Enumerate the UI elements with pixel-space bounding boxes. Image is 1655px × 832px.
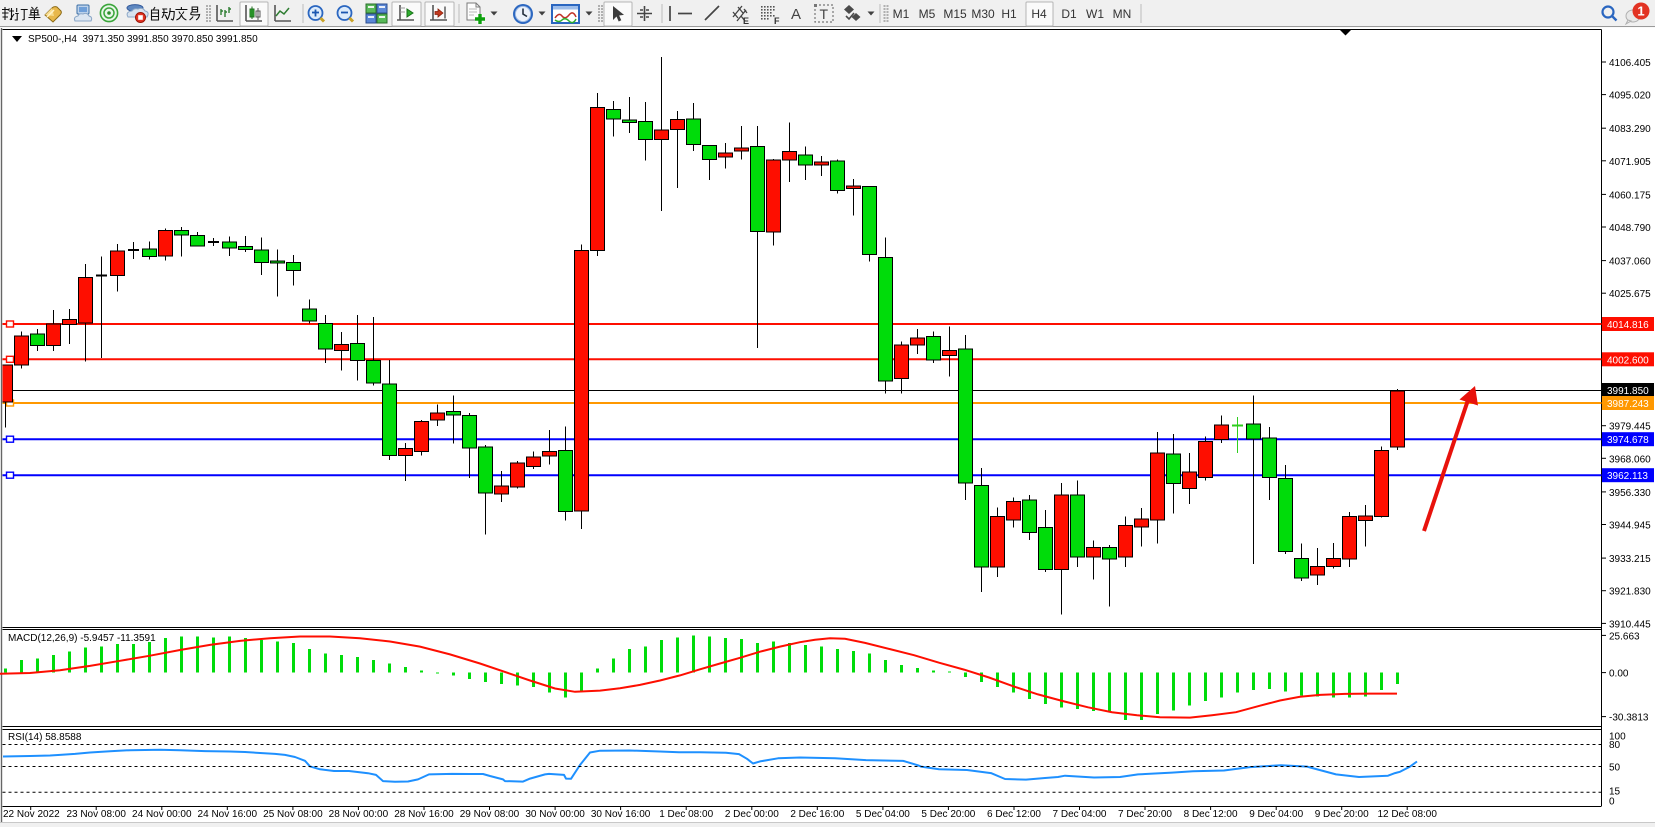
svg-text:9 Dec 20:00: 9 Dec 20:00 (1315, 809, 1369, 820)
svg-text:3968.060: 3968.060 (1609, 454, 1651, 465)
svg-text:3962.113: 3962.113 (1607, 471, 1648, 482)
svg-text:4025.675: 4025.675 (1609, 289, 1651, 300)
svg-text:7 Dec 04:00: 7 Dec 04:00 (1053, 809, 1107, 820)
svg-text:50: 50 (1609, 763, 1621, 774)
svg-text:4037.060: 4037.060 (1609, 257, 1651, 268)
svg-text:15: 15 (1609, 787, 1621, 798)
svg-text:29 Nov 08:00: 29 Nov 08:00 (460, 809, 520, 820)
svg-text:D1: D1 (1061, 7, 1077, 21)
svg-text:M5: M5 (919, 7, 936, 21)
svg-text:F: F (774, 16, 780, 26)
svg-text:24 Nov 16:00: 24 Nov 16:00 (198, 809, 258, 820)
svg-text:3910.445: 3910.445 (1609, 619, 1651, 630)
svg-text:23 Nov 08:00: 23 Nov 08:00 (66, 809, 126, 820)
svg-text:6 Dec 12:00: 6 Dec 12:00 (987, 809, 1041, 820)
svg-text:4060.175: 4060.175 (1609, 190, 1651, 201)
svg-text:H1: H1 (1001, 7, 1017, 21)
svg-text:4014.816: 4014.816 (1607, 320, 1649, 331)
svg-text:8 Dec 12:00: 8 Dec 12:00 (1184, 809, 1238, 820)
svg-text:3956.330: 3956.330 (1609, 488, 1651, 499)
svg-text:3974.678: 3974.678 (1607, 435, 1649, 446)
svg-text:3991.850: 3991.850 (1607, 386, 1649, 397)
svg-text:2 Dec 00:00: 2 Dec 00:00 (725, 809, 779, 820)
svg-text:0: 0 (1609, 797, 1615, 808)
svg-text:100: 100 (1609, 732, 1626, 743)
svg-text:MACD(12,26,9) -5.9457 -11.3591: MACD(12,26,9) -5.9457 -11.3591 (8, 633, 156, 644)
svg-text:4002.600: 4002.600 (1607, 355, 1649, 366)
svg-text:MN: MN (1113, 7, 1132, 21)
svg-text:4095.020: 4095.020 (1609, 91, 1651, 102)
svg-text:5 Dec 20:00: 5 Dec 20:00 (921, 809, 975, 820)
svg-text:2 Dec 16:00: 2 Dec 16:00 (790, 809, 844, 820)
svg-text:4083.290: 4083.290 (1609, 124, 1651, 135)
svg-text:80: 80 (1609, 740, 1621, 751)
svg-text:W1: W1 (1086, 7, 1104, 21)
svg-text:12 Dec 08:00: 12 Dec 08:00 (1377, 809, 1437, 820)
svg-text:M15: M15 (943, 7, 967, 21)
svg-text:7 Dec 20:00: 7 Dec 20:00 (1118, 809, 1172, 820)
svg-text:25.663: 25.663 (1609, 631, 1640, 642)
svg-text:0.00: 0.00 (1609, 669, 1629, 680)
svg-text:30 Nov 16:00: 30 Nov 16:00 (591, 809, 651, 820)
svg-text:H4: H4 (1031, 7, 1047, 21)
svg-text:1: 1 (1637, 4, 1644, 19)
svg-text:SP500-,H4 3971.350 3991.850 3: SP500-,H4 3971.350 3991.850 3970.850 399… (28, 34, 258, 45)
svg-text:5 Dec 04:00: 5 Dec 04:00 (856, 809, 910, 820)
svg-text:A: A (791, 6, 801, 23)
svg-text:3944.945: 3944.945 (1609, 521, 1651, 532)
svg-text:25 Nov 08:00: 25 Nov 08:00 (263, 809, 323, 820)
svg-text:24 Nov 00:00: 24 Nov 00:00 (132, 809, 192, 820)
svg-text:1 Dec 08:00: 1 Dec 08:00 (659, 809, 713, 820)
svg-text:M1: M1 (893, 7, 910, 21)
svg-text:28 Nov 16:00: 28 Nov 16:00 (394, 809, 454, 820)
svg-text:4048.790: 4048.790 (1609, 223, 1651, 234)
svg-text:RSI(14) 58.8588: RSI(14) 58.8588 (8, 732, 82, 743)
svg-text:4071.905: 4071.905 (1609, 157, 1651, 168)
svg-text:3933.215: 3933.215 (1609, 554, 1651, 565)
svg-text:3987.243: 3987.243 (1607, 399, 1649, 410)
svg-text:30 Nov 00:00: 30 Nov 00:00 (525, 809, 585, 820)
svg-text:4106.405: 4106.405 (1609, 58, 1651, 69)
svg-text:22 Nov 2022: 22 Nov 2022 (3, 809, 60, 820)
svg-text:M30: M30 (971, 7, 995, 21)
svg-text:9 Dec 04:00: 9 Dec 04:00 (1249, 809, 1303, 820)
svg-text:3979.445: 3979.445 (1609, 422, 1651, 433)
svg-text:E: E (743, 16, 749, 26)
svg-text:3921.830: 3921.830 (1609, 587, 1651, 598)
svg-text:28 Nov 00:00: 28 Nov 00:00 (329, 809, 389, 820)
svg-text:-30.3813: -30.3813 (1609, 713, 1649, 724)
svg-text:T: T (820, 6, 829, 22)
